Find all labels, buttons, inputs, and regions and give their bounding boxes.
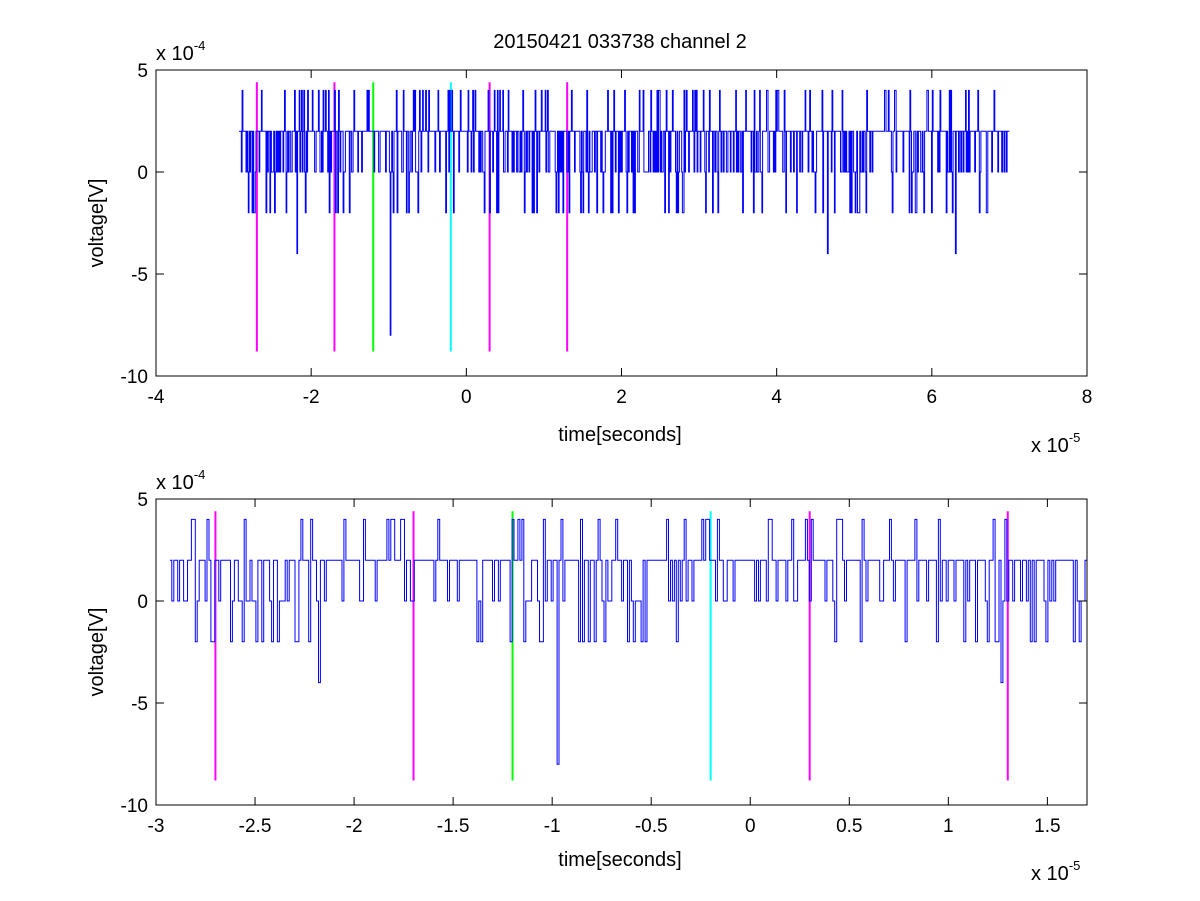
top-y-tick-label: -10 [121,367,148,388]
top-x-tick-label: 2 [616,387,627,408]
bottom-signal [169,518,1087,765]
top-y-tick-label: 5 [137,61,148,82]
top-x-scale-exponent: x 10-5 [1031,430,1080,457]
top-y-scale-base: x 10 [156,43,194,65]
top-signal-line [239,89,1010,336]
top-y-scale-exponent: x 10-4 [156,38,205,65]
bottom-x-tick-label: -0.5 [635,816,668,837]
bottom-y-axis-label: voltage[V] [86,608,108,697]
figure-title: 20150421 033738 channel 2 [493,31,747,53]
bottom-x-tick-label: -2 [346,816,363,837]
top-x-tick-label: -2 [303,387,320,408]
top-subplot: -4 -2 0 2 4 6 8 -10 -5 0 5 time[seconds] voltage[… [86,38,1092,457]
bottom-x-scale-power: -5 [1069,858,1081,873]
top-y-axis-label: voltage[V] [86,179,108,268]
bottom-x-ticks: -3 -2.5 -2 -1.5 -1 -0.5 0 0.5 1 1.5 [148,499,1061,837]
bottom-x-tick-label: -2.5 [239,816,272,837]
bottom-x-axis-label: time[seconds] [558,849,681,871]
bottom-x-tick-label: 0 [745,816,756,837]
top-x-scale-base: x 10 [1031,435,1069,457]
bottom-subplot: -3 -2.5 -2 -1.5 -1 -0.5 0 0.5 1 1.5 -10 -5 0 5 time[… [86,467,1088,885]
top-x-tick-label: 8 [1082,387,1093,408]
bottom-y-scale-exponent: x 10-4 [156,467,205,494]
bottom-x-tick-label: 1.5 [1034,816,1060,837]
bottom-axes-frame [155,498,1088,806]
bottom-signal-line [169,518,1087,765]
top-x-axis-label: time[seconds] [558,424,681,446]
bottom-y-tick-label: -10 [121,796,148,817]
top-x-ticks: -4 -2 0 2 4 6 8 [148,70,1093,408]
bottom-event-markers [214,511,1009,781]
top-y-tick-label: -5 [131,265,148,286]
bottom-y-scale-base: x 10 [156,472,194,494]
bottom-x-tick-label: 0.5 [836,816,862,837]
top-x-scale-power: -5 [1069,430,1081,445]
top-x-tick-label: 6 [927,387,938,408]
bottom-x-tick-label: -1.5 [437,816,470,837]
top-x-tick-label: -4 [148,387,165,408]
bottom-x-tick-label: -1 [544,816,561,837]
bottom-y-ticks: -10 -5 0 5 [121,490,1087,817]
bottom-y-tick-label: 0 [137,592,148,613]
bottom-y-tick-label: 5 [137,490,148,511]
top-x-tick-label: 0 [461,387,472,408]
bottom-y-scale-power: -4 [194,467,206,482]
top-x-tick-label: 4 [771,387,782,408]
top-y-tick-label: 0 [137,163,148,184]
bottom-x-tick-label: 1 [943,816,954,837]
bottom-y-tick-label: -5 [131,694,148,715]
bottom-x-scale-exponent: x 10-5 [1031,858,1080,885]
top-y-ticks: -10 -5 0 5 [121,61,1087,388]
top-y-scale-power: -4 [194,38,206,53]
bottom-x-scale-base: x 10 [1031,863,1069,885]
bottom-x-tick-label: -3 [148,816,165,837]
top-signal [239,89,1010,336]
